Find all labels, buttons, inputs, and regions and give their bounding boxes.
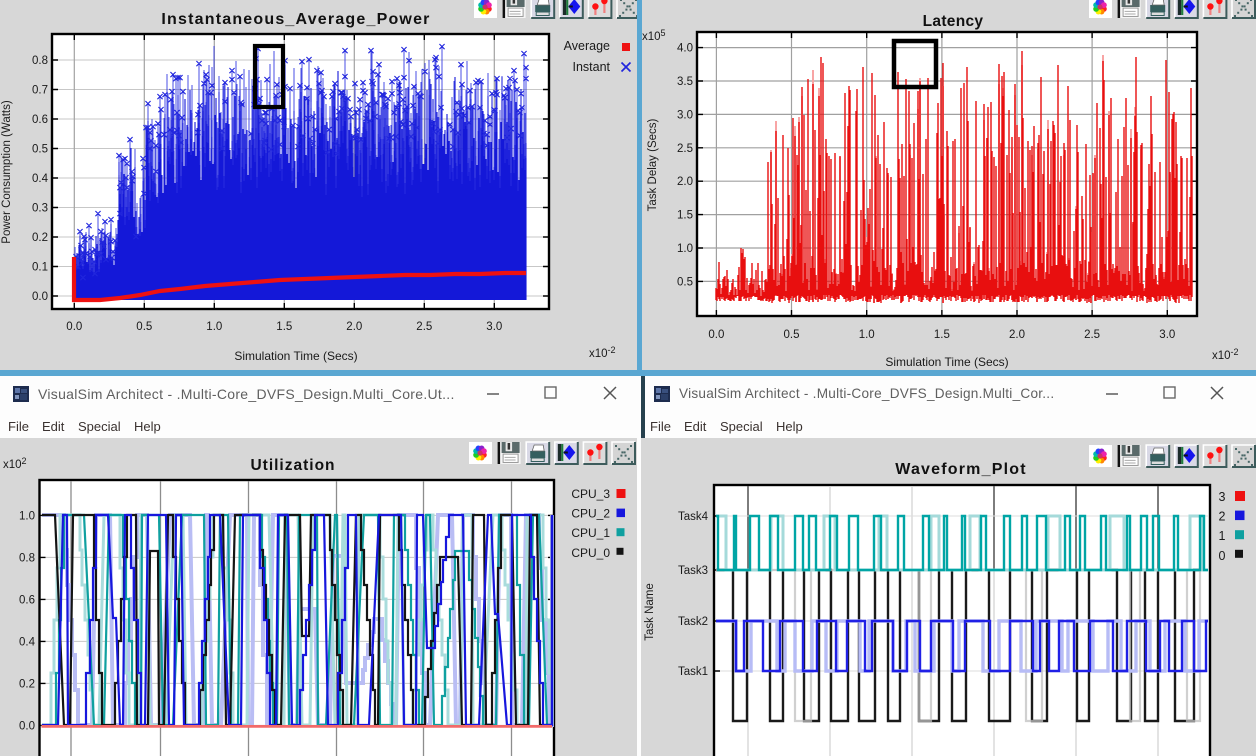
svg-text:4.0: 4.0 <box>677 43 693 55</box>
svg-text:3.0: 3.0 <box>486 321 502 333</box>
svg-text:1.5: 1.5 <box>276 321 292 333</box>
svg-text:Instantaneous_Average_Power: Instantaneous_Average_Power <box>161 11 430 28</box>
svg-text:Simulation Time (Secs): Simulation Time (Secs) <box>234 349 357 363</box>
svg-text:0.5: 0.5 <box>677 276 693 288</box>
svg-text:0.0: 0.0 <box>19 720 35 732</box>
svg-text:Utilization: Utilization <box>250 457 335 474</box>
svg-text:1.0: 1.0 <box>677 243 693 255</box>
svg-text:3.5: 3.5 <box>677 76 693 88</box>
svg-text:0: 0 <box>1219 549 1226 563</box>
svg-text:0.7: 0.7 <box>32 85 48 97</box>
svg-text:Average: Average <box>564 39 610 53</box>
svg-text:CPU_0: CPU_0 <box>571 546 610 560</box>
svg-text:Task4: Task4 <box>678 511 709 523</box>
svg-text:Task Delay (Secs): Task Delay (Secs) <box>647 119 659 212</box>
svg-text:CPU_3: CPU_3 <box>571 487 610 501</box>
svg-text:0.4: 0.4 <box>32 173 49 185</box>
svg-text:2.0: 2.0 <box>677 176 693 188</box>
svg-text:0.0: 0.0 <box>32 291 48 303</box>
svg-text:0.0: 0.0 <box>66 321 82 333</box>
svg-text:3: 3 <box>1219 490 1226 504</box>
svg-text:1.5: 1.5 <box>934 329 950 341</box>
svg-text:CPU_2: CPU_2 <box>571 507 610 521</box>
svg-text:0.4: 0.4 <box>19 636 36 648</box>
svg-text:0.6: 0.6 <box>19 594 35 606</box>
svg-text:Power Consumption (Watts): Power Consumption (Watts) <box>1 100 13 244</box>
svg-text:Task Name: Task Name <box>644 583 656 641</box>
svg-text:0.5: 0.5 <box>784 329 800 341</box>
svg-text:1: 1 <box>1219 529 1226 543</box>
svg-text:2.0: 2.0 <box>346 321 362 333</box>
svg-text:1.0: 1.0 <box>19 510 35 522</box>
svg-text:2.0: 2.0 <box>1009 329 1025 341</box>
svg-text:2.5: 2.5 <box>416 321 432 333</box>
svg-text:Latency: Latency <box>923 13 984 30</box>
svg-text:1.5: 1.5 <box>677 210 693 222</box>
svg-text:0.8: 0.8 <box>32 55 48 67</box>
svg-text:2.5: 2.5 <box>1084 329 1100 341</box>
svg-text:2: 2 <box>1219 510 1226 524</box>
svg-text:Instant: Instant <box>572 60 610 74</box>
svg-text:3.0: 3.0 <box>677 109 693 121</box>
svg-text:Task1: Task1 <box>678 666 708 678</box>
svg-text:Waveform_Plot: Waveform_Plot <box>895 461 1026 478</box>
svg-text:2.5: 2.5 <box>677 143 693 155</box>
svg-text:0.1: 0.1 <box>32 262 48 274</box>
svg-text:Simulation Time (Secs): Simulation Time (Secs) <box>885 355 1008 369</box>
svg-text:0.6: 0.6 <box>32 114 48 126</box>
svg-text:Task3: Task3 <box>678 565 708 577</box>
svg-text:1.0: 1.0 <box>206 321 222 333</box>
svg-text:0.2: 0.2 <box>19 678 35 690</box>
svg-text:3.0: 3.0 <box>1159 329 1175 341</box>
svg-text:x105: x105 <box>642 28 666 43</box>
svg-text:0.3: 0.3 <box>32 203 48 215</box>
svg-text:0.5: 0.5 <box>32 144 48 156</box>
svg-text:0.8: 0.8 <box>19 552 35 564</box>
svg-text:0.5: 0.5 <box>136 321 152 333</box>
svg-text:0.2: 0.2 <box>32 232 48 244</box>
svg-text:Task2: Task2 <box>678 616 708 628</box>
svg-text:CPU_1: CPU_1 <box>571 526 610 540</box>
svg-text:0.0: 0.0 <box>708 329 724 341</box>
svg-text:x102: x102 <box>3 456 27 471</box>
svg-text:1.0: 1.0 <box>859 329 875 341</box>
